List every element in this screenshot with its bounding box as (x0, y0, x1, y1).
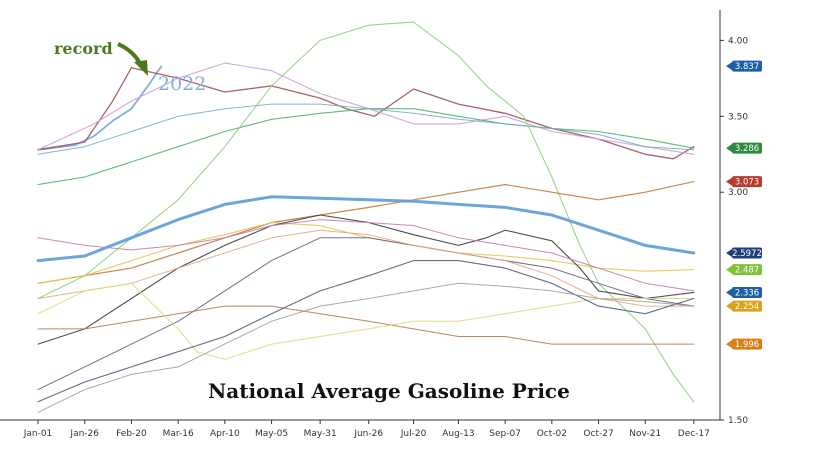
x-tick-label: Oct-27 (583, 429, 613, 439)
x-tick-label: Jul-20 (400, 429, 427, 439)
end-label-box-3 (732, 142, 762, 154)
x-tick-label: Dec-17 (678, 429, 710, 439)
end-label-8: 2.487 (735, 266, 759, 276)
x-tick-label: Oct-02 (537, 429, 567, 439)
end-label-pointer-7 (726, 248, 732, 257)
x-tick-label: May-05 (255, 429, 288, 439)
end-label-box-9 (732, 286, 762, 298)
end-label-box-0 (732, 60, 762, 72)
x-tick-label: May-31 (304, 429, 337, 439)
end-label-6: 3.073 (735, 178, 759, 188)
end-label-pointer-8 (726, 265, 732, 274)
end-label-box-12 (732, 338, 762, 350)
series-line-3 (37, 108, 695, 186)
end-label-box-8 (732, 264, 762, 276)
x-tick-label: Aug-13 (442, 429, 474, 439)
end-label-pointer-0 (726, 62, 732, 71)
end-label-box-7 (732, 247, 762, 259)
series-line-6 (37, 181, 695, 284)
x-tick-label: Feb-20 (116, 429, 147, 439)
end-label-7: 2.5972 (732, 249, 762, 259)
end-label-0: 3.837 (735, 62, 759, 72)
annotations: record 2022 (54, 39, 206, 95)
series-line-9 (37, 214, 695, 345)
series-line-5 (37, 21, 695, 403)
series-line-11 (37, 229, 695, 307)
end-label-9: 2.336 (735, 288, 759, 298)
series-line-0 (37, 65, 163, 151)
annotation-2022: 2022 (158, 73, 206, 95)
series-line-13 (37, 282, 695, 360)
end-labels: 3.837 3.286 3.073 2.5972 2.487 2.336 2.254 1.99… (726, 60, 762, 350)
x-tick-label: Jan-26 (69, 429, 99, 439)
end-label-12: 1.996 (735, 340, 759, 350)
y-tick-label: 3.00 (728, 188, 748, 198)
end-label-pointer-6 (726, 177, 732, 186)
end-label-box-6 (732, 176, 762, 188)
end-label-box-11 (732, 300, 762, 312)
y-axis: 4.00 3.50 3.00 1.50 (720, 36, 748, 426)
annotation-record: record (54, 39, 113, 58)
chart-title: National Average Gasoline Price (208, 379, 570, 403)
end-label-pointer-3 (726, 144, 732, 153)
plot-area (0, 10, 721, 421)
y-tick-label: 3.50 (728, 112, 748, 122)
end-label-pointer-9 (726, 288, 732, 297)
series-line-16 (37, 282, 695, 413)
end-label-pointer-12 (726, 340, 732, 349)
x-tick-label: Jun-26 (353, 429, 383, 439)
x-axis: Jan-01 Jan-26 Feb-20 Mar-16 Apr-10 May-05 May-… (23, 420, 710, 439)
series-line-8 (37, 222, 695, 284)
series-line-15 (37, 219, 695, 292)
series-layer (36, 21, 696, 413)
series-line-10 (37, 237, 695, 391)
x-tick-label: Nov-21 (629, 429, 661, 439)
end-label-pointer-11 (726, 302, 732, 311)
x-tick-label: Jan-01 (23, 429, 53, 439)
series-line-4 (37, 103, 695, 155)
annotation-arrow-head (134, 60, 148, 76)
series-line-14 (37, 260, 695, 403)
y-tick-label: 4.00 (728, 36, 748, 46)
end-label-11: 2.254 (735, 302, 759, 312)
y-tick-label: 1.50 (728, 416, 748, 426)
end-label-3: 3.286 (735, 144, 759, 154)
x-tick-label: Apr-10 (210, 429, 240, 439)
x-tick-label: Mar-16 (163, 429, 194, 439)
series-line-7 (36, 195, 696, 263)
x-tick-label: Sep-07 (489, 429, 521, 439)
series-line-12 (37, 305, 695, 345)
series-line-1 (37, 67, 695, 160)
